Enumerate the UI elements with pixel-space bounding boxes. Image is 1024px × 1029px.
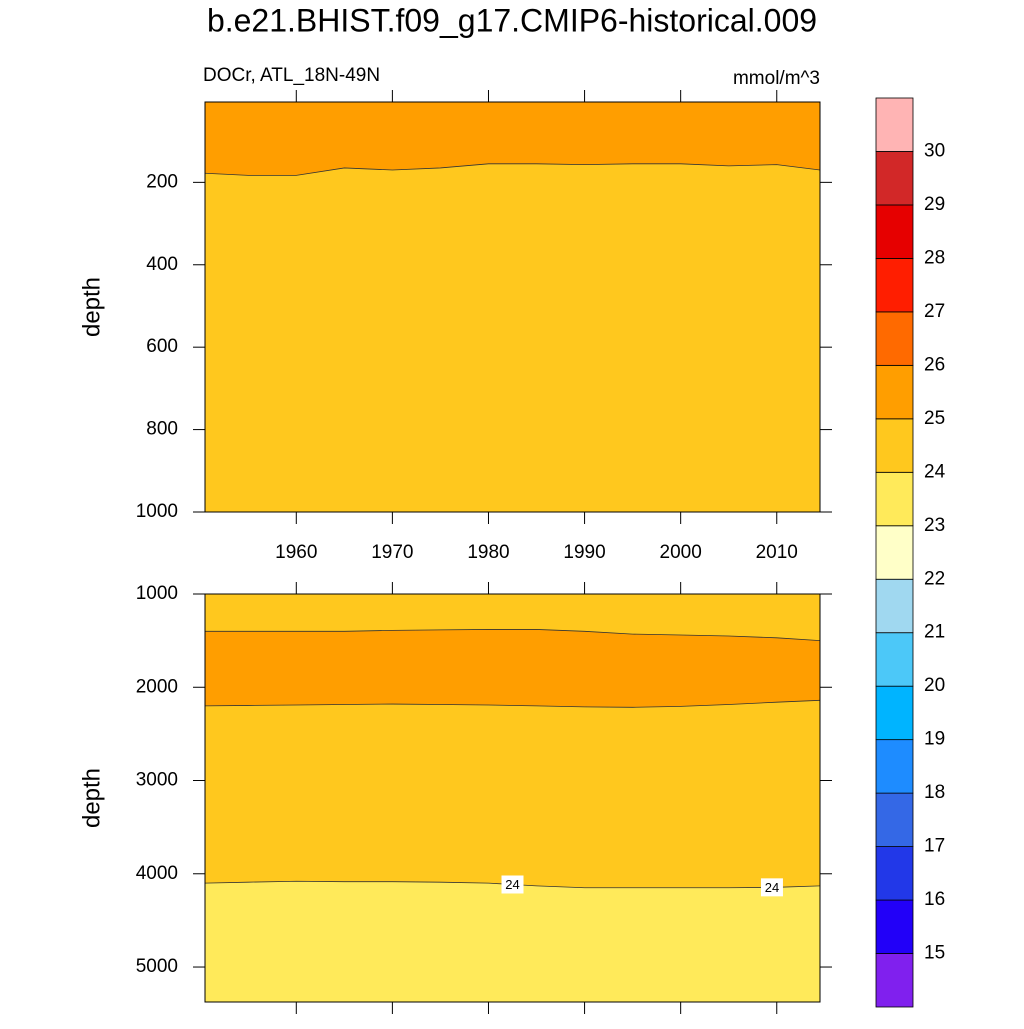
subtitle-right: mmol/m^3 — [733, 68, 820, 89]
contour-fill — [205, 594, 820, 641]
colorbar-label: 26 — [924, 354, 945, 375]
contour-line — [204, 699, 821, 708]
y-tick-label: 5000 — [136, 956, 178, 977]
colorbar-label: 20 — [924, 675, 945, 696]
y-tick-label: 600 — [146, 336, 178, 357]
colorbar-label: 23 — [924, 515, 945, 536]
y-axis-label: depth — [78, 768, 105, 828]
colorbar-swatch — [875, 953, 914, 1008]
plot-frame — [204, 101, 821, 513]
y-tick-label: 400 — [146, 254, 178, 275]
colorbar-swatch — [875, 97, 914, 152]
colorbar-swatch — [875, 525, 914, 580]
contour-fill — [205, 881, 820, 1002]
colorbar-label: 18 — [924, 782, 945, 803]
colorbar-label: 24 — [924, 461, 946, 482]
contour-label-box — [501, 875, 524, 894]
colorbar-swatch — [875, 685, 914, 741]
colorbar-swatch — [875, 151, 914, 206]
contour-fill — [205, 102, 820, 176]
contour-fill — [205, 163, 820, 512]
colorbar-swatch — [875, 792, 914, 847]
colorbar-label: 19 — [924, 729, 945, 750]
subtitle-left: DOCr, ATL_18N-49N — [203, 65, 380, 86]
contour-label: 24 — [765, 880, 779, 895]
contour-line — [204, 163, 821, 176]
contour-fill — [205, 629, 820, 708]
colorbar-label: 21 — [924, 622, 945, 643]
y-axis-label: depth — [78, 277, 105, 337]
colorbar-swatch — [875, 739, 914, 794]
x-tick-label: 2000 — [660, 542, 702, 563]
colorbar-label: 30 — [924, 140, 945, 161]
y-tick-label: 200 — [146, 171, 178, 192]
x-tick-label: 1990 — [563, 542, 605, 563]
colorbar-swatch — [875, 204, 914, 259]
colorbar-label: 17 — [924, 836, 945, 857]
x-tick-label: 1980 — [467, 542, 509, 563]
contour-label-box — [760, 878, 783, 897]
colorbar-swatch — [875, 471, 914, 527]
contour-line — [205, 629, 821, 642]
colorbar-label: 16 — [924, 889, 945, 910]
x-tick-label: 1960 — [275, 542, 317, 563]
x-tick-label: 1970 — [371, 542, 413, 563]
colorbar-label: 29 — [924, 194, 945, 215]
colorbar-swatch — [875, 364, 914, 420]
y-tick-label: 1000 — [136, 501, 178, 522]
colorbar-label: 28 — [924, 247, 945, 268]
plot-frame — [204, 593, 821, 1003]
colorbar-swatch — [875, 899, 914, 954]
colorbar-swatch — [875, 418, 914, 473]
y-tick-label: 800 — [146, 419, 178, 440]
chart-title: b.e21.BHIST.f09_g17.CMIP6-historical.009 — [207, 2, 817, 38]
colorbar-swatch — [875, 632, 914, 687]
contour-label: 24 — [505, 877, 519, 892]
contour-fill — [205, 700, 820, 888]
colorbar-swatch — [875, 311, 914, 366]
y-tick-label: 2000 — [136, 676, 178, 697]
colorbar-label: 25 — [924, 408, 945, 429]
y-tick-label: 3000 — [136, 770, 178, 791]
y-tick-label: 4000 — [136, 863, 178, 884]
colorbar-label: 22 — [924, 568, 945, 589]
colorbar-label: 15 — [924, 943, 945, 964]
colorbar-swatch — [875, 578, 914, 634]
colorbar-swatch — [875, 846, 914, 901]
x-tick-label: 2010 — [756, 542, 798, 563]
colorbar-swatch — [875, 258, 914, 313]
y-tick-label: 1000 — [136, 583, 178, 604]
colorbar-label: 27 — [924, 301, 945, 322]
